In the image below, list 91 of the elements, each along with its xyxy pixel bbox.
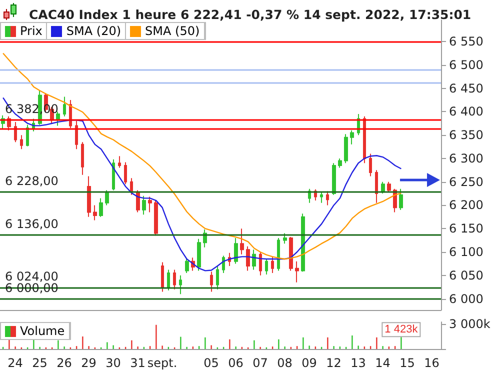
candlestick bbox=[240, 228, 244, 255]
line-series bbox=[2, 52, 402, 260]
candlestick bbox=[124, 162, 127, 185]
y-tick-label: 6 500 bbox=[449, 58, 484, 72]
y-tick-label: 6 400 bbox=[449, 104, 484, 119]
candlestick bbox=[14, 121, 17, 143]
candlestick bbox=[20, 134, 23, 150]
candlestick bbox=[375, 170, 378, 204]
ref-line-label: 6 228,00 bbox=[5, 174, 58, 188]
candlestick bbox=[26, 124, 29, 147]
candlestick bbox=[118, 156, 121, 168]
ref-line-label: 6 136,00 bbox=[5, 217, 58, 232]
candlestick bbox=[289, 236, 293, 272]
candlestick bbox=[246, 246, 250, 272]
x-tick-label: 29 bbox=[81, 356, 96, 370]
candlestick bbox=[363, 116, 366, 164]
x-tick-label: 15 bbox=[400, 356, 415, 370]
candlestick bbox=[81, 142, 84, 176]
candlestick bbox=[130, 178, 133, 196]
candlestick bbox=[197, 238, 201, 272]
candlestick bbox=[210, 271, 213, 292]
y-tick-label: 6 350 bbox=[449, 128, 484, 142]
ref-line-label: 6 024,00 bbox=[5, 270, 58, 284]
x-tick-label: 06 bbox=[228, 356, 244, 370]
x-tick-label: 05 bbox=[204, 356, 219, 370]
candlestick bbox=[105, 190, 109, 206]
candlestick bbox=[112, 158, 115, 191]
x-tick-label: 31 bbox=[130, 356, 146, 370]
y-tick-label: 6 300 bbox=[449, 151, 484, 166]
candlestick bbox=[387, 181, 391, 193]
candlestick bbox=[222, 255, 225, 274]
candlestick bbox=[179, 274, 182, 295]
y-tick-label: 6 100 bbox=[449, 245, 484, 259]
x-tick-label: 14 bbox=[375, 356, 390, 370]
x-tick-label: 25 bbox=[32, 356, 48, 370]
candlestick bbox=[301, 213, 305, 272]
y-tick-label: 6 050 bbox=[449, 268, 484, 282]
y-tick-label: 6 000 bbox=[449, 292, 484, 306]
x-tick-label: 07 bbox=[252, 356, 268, 370]
candlestick bbox=[56, 111, 60, 126]
data-label: 1 423k bbox=[384, 324, 418, 336]
legend-label: SMA (50) bbox=[126, 23, 205, 39]
x-tick-label: 08 bbox=[277, 356, 292, 370]
legend-label: Prix bbox=[1, 23, 48, 39]
candlestick bbox=[75, 120, 78, 150]
x-tick-label: 12 bbox=[326, 356, 342, 370]
y-tick-label: 6 550 bbox=[449, 34, 484, 49]
candlestick bbox=[63, 96, 66, 117]
legend-label: SMA (20) bbox=[47, 23, 126, 39]
y-tick-label: 6 150 bbox=[449, 222, 484, 236]
candlestick bbox=[350, 130, 354, 145]
x-tick-label: 16 bbox=[424, 356, 440, 370]
candlestick bbox=[320, 192, 323, 204]
candlestick bbox=[234, 237, 238, 264]
candlestick bbox=[154, 200, 158, 236]
candlestick bbox=[265, 258, 268, 275]
chart-title: CAC40 Index 1 heure 6 222,41 -0,37 % 14 sept. 2022, 17:35:01 bbox=[29, 7, 472, 22]
candlestick bbox=[161, 262, 164, 292]
candlestick bbox=[283, 232, 287, 244]
candlestick bbox=[259, 252, 262, 276]
x-tick-label: 13 bbox=[350, 356, 366, 370]
candlestick bbox=[185, 258, 189, 274]
candlestick bbox=[167, 269, 170, 291]
candlestick bbox=[142, 195, 146, 216]
candlestick bbox=[295, 260, 299, 283]
candlestick bbox=[326, 190, 329, 206]
candlestick bbox=[381, 181, 385, 194]
candlestick bbox=[338, 158, 342, 168]
candlestick bbox=[216, 266, 219, 290]
candlestick bbox=[87, 176, 91, 218]
legend-label: Volume bbox=[1, 323, 70, 339]
x-tick-label: 30 bbox=[106, 356, 121, 370]
candlestick bbox=[369, 153, 372, 177]
x-tick-label: sept. bbox=[147, 356, 178, 370]
candlestick bbox=[271, 256, 274, 274]
y-tick-label: 3 000k bbox=[449, 316, 490, 331]
y-tick-label: 6 200 bbox=[449, 198, 484, 212]
candlestick bbox=[148, 196, 152, 213]
candlestick bbox=[99, 198, 103, 218]
candlestick bbox=[399, 188, 403, 210]
line-series bbox=[2, 97, 402, 272]
candlestick bbox=[332, 162, 336, 196]
x-tick-label: 09 bbox=[302, 356, 317, 370]
candlestick bbox=[344, 134, 348, 164]
y-tick-label: 6 250 bbox=[449, 174, 484, 189]
x-tick-label: 26 bbox=[56, 356, 72, 370]
x-tick-label: 24 bbox=[8, 356, 23, 370]
y-tick-label: 6 450 bbox=[449, 81, 484, 96]
candlestick bbox=[93, 204, 97, 221]
candlestick bbox=[173, 269, 176, 290]
candlestick bbox=[277, 237, 280, 272]
